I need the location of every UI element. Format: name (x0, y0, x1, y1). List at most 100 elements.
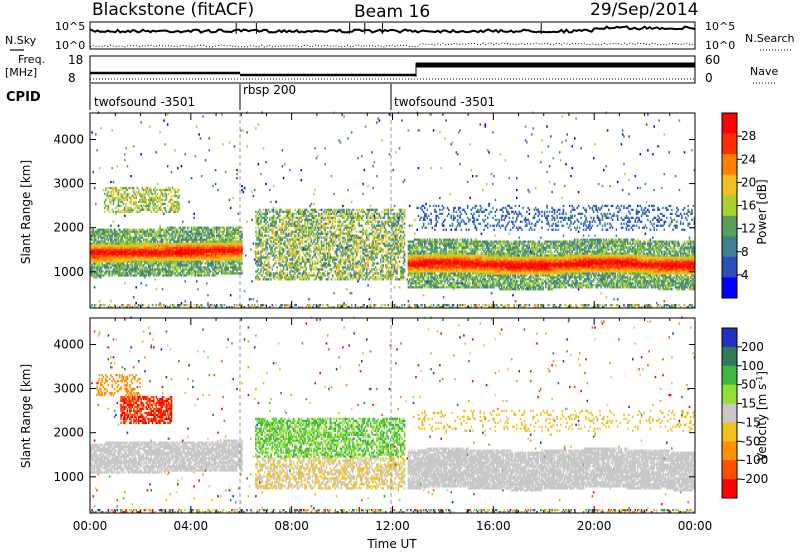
heatmap-cell (302, 227, 304, 229)
heatmap-cell (157, 189, 159, 191)
heatmap-cell (211, 229, 213, 231)
heatmap-cell (265, 215, 267, 217)
heatmap-cell (326, 262, 328, 264)
heatmap-cell (200, 137, 202, 139)
heatmap-cell (101, 266, 103, 268)
heatmap-cell (351, 231, 353, 233)
heatmap-cell (341, 264, 343, 266)
freq-tick-bottom: 8 (68, 71, 76, 85)
heatmap-cell (246, 131, 248, 133)
heatmap-cell (330, 247, 332, 249)
heatmap-cell (260, 223, 262, 225)
heatmap-cell (108, 239, 110, 241)
heatmap-cell (348, 268, 350, 270)
heatmap-cell (353, 245, 355, 247)
heatmap-cell (340, 237, 342, 239)
heatmap-cell (324, 274, 326, 276)
heatmap-cell (142, 268, 144, 270)
heatmap-cell (312, 260, 314, 262)
heatmap-cell (260, 239, 262, 241)
heatmap-cell (135, 274, 137, 276)
heatmap-cell (323, 211, 325, 213)
heatmap-cell (161, 237, 163, 239)
heatmap-cell (316, 278, 318, 280)
heatmap-cell (269, 219, 271, 221)
heatmap-cell (157, 201, 159, 203)
heatmap-cell (306, 266, 308, 268)
heatmap-cell (232, 227, 234, 229)
heatmap-cell (313, 268, 315, 270)
heatmap-cell (340, 243, 342, 245)
heatmap-cell (351, 131, 353, 133)
heatmap-cell (207, 266, 209, 268)
heatmap-cell (254, 258, 256, 260)
heatmap-cell (357, 235, 359, 237)
heatmap-cell (188, 274, 190, 276)
heatmap-cell (100, 241, 102, 243)
heatmap-cell (128, 266, 130, 268)
heatmap-cell (188, 201, 190, 203)
heatmap-cell (331, 241, 333, 243)
heatmap-cell (182, 237, 184, 239)
heatmap-cell (307, 209, 309, 211)
heatmap-cell (288, 304, 290, 306)
heatmap-cell (161, 209, 163, 211)
heatmap-cell (299, 225, 301, 227)
heatmap-cell (324, 256, 326, 258)
heatmap-cell (101, 239, 103, 241)
heatmap-cell (302, 250, 304, 252)
heatmap-cell (289, 211, 291, 213)
heatmap-cell (216, 231, 218, 233)
heatmap-cell (265, 209, 267, 211)
heatmap-cell (234, 304, 236, 306)
heatmap-cell (326, 245, 328, 247)
heatmap-cell (326, 219, 328, 221)
heatmap-cell (343, 302, 345, 304)
heatmap-cell (283, 266, 285, 268)
heatmap-cell (227, 266, 229, 268)
heatmap-cell (295, 243, 297, 245)
heatmap-cell (129, 187, 131, 189)
heatmap-cell (272, 268, 274, 270)
heatmap-cell (143, 304, 145, 306)
heatmap-cell (183, 233, 185, 235)
heatmap-cell (277, 211, 279, 213)
heatmap-cell (241, 233, 243, 235)
heatmap-cell (299, 264, 301, 266)
heatmap-cell (289, 250, 291, 252)
heatmap-cell (130, 175, 132, 177)
heatmap-cell (302, 219, 304, 221)
heatmap-cell (268, 243, 270, 245)
heatmap-cell (111, 209, 113, 211)
heatmap-cell (104, 274, 106, 276)
heatmap-cell (278, 225, 280, 227)
heatmap-cell (147, 268, 149, 270)
heatmap-cell (104, 211, 106, 213)
heatmap-cell (321, 241, 323, 243)
heatmap-cell (173, 203, 175, 205)
heatmap-cell (103, 189, 105, 191)
heatmap-cell (267, 221, 269, 223)
heatmap-cell (299, 272, 301, 274)
heatmap-cell (144, 193, 146, 195)
heatmap-cell (187, 264, 189, 266)
heatmap-cell (279, 245, 281, 247)
heatmap-cell (104, 207, 106, 209)
heatmap-cell (295, 213, 297, 215)
heatmap-cell (321, 219, 323, 221)
heatmap-cell (327, 270, 329, 272)
heatmap-cell (318, 209, 320, 211)
heatmap-cell (342, 215, 344, 217)
heatmap-cell (277, 272, 279, 274)
heatmap-cell (314, 217, 316, 219)
heatmap-cell (111, 231, 113, 233)
heatmap-cell (132, 211, 134, 213)
heatmap-cell (260, 254, 262, 256)
heatmap-cell (212, 264, 214, 266)
heatmap-cell (270, 245, 272, 247)
heatmap-cell (282, 252, 284, 254)
heatmap-cell (289, 169, 291, 171)
heatmap-cell (241, 247, 243, 249)
heatmap-cell (215, 274, 217, 276)
heatmap-cell (207, 294, 209, 296)
